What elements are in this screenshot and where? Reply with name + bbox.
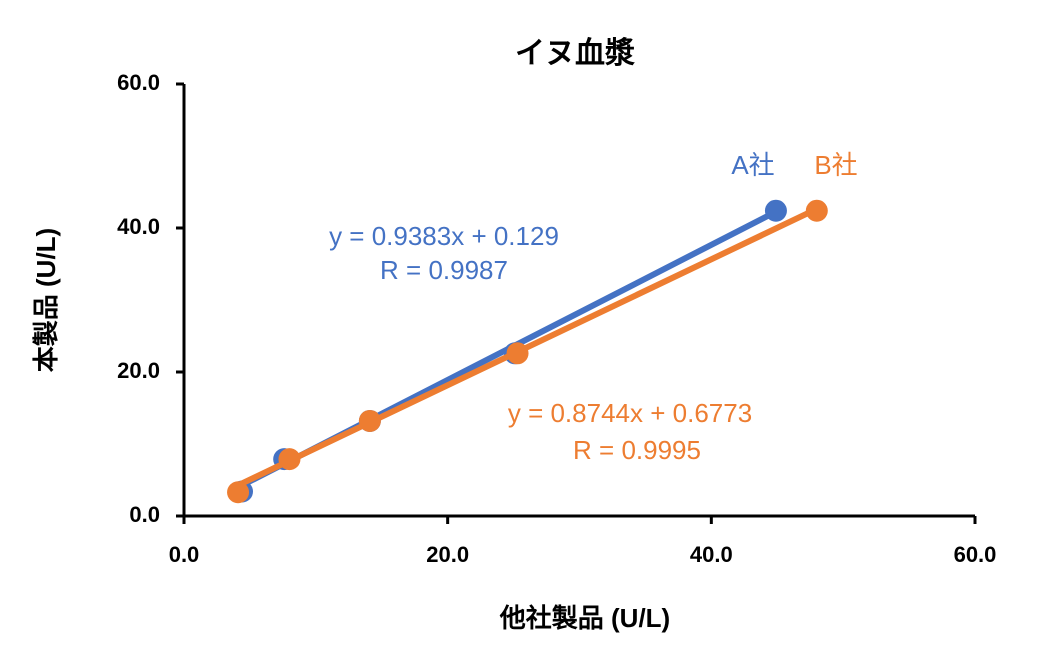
trend-equation: y = 0.9383x + 0.129 [329, 221, 559, 251]
y-tick-label: 0.0 [129, 502, 160, 527]
x-tick-label: 20.0 [426, 542, 469, 567]
x-tick-label: 40.0 [690, 542, 733, 567]
x-tick-label: 60.0 [954, 542, 997, 567]
y-axis-label: 本製品 (U/L) [31, 228, 61, 372]
series-label: B社 [814, 150, 857, 180]
trend-r: R = 0.9995 [573, 435, 701, 465]
trend-equation: y = 0.8744x + 0.6773 [508, 398, 752, 428]
y-tick-label: 20.0 [117, 358, 160, 383]
point [506, 342, 529, 365]
chart-title: イヌ血漿 [515, 37, 635, 70]
point [764, 199, 787, 222]
x-axis-label: 他社製品 (U/L) [499, 603, 670, 633]
point [358, 409, 381, 432]
y-tick-label: 60.0 [117, 70, 160, 95]
point [805, 199, 828, 222]
x-tick-label: 0.0 [169, 542, 200, 567]
y-tick-label: 40.0 [117, 214, 160, 239]
series-label: A社 [731, 150, 774, 180]
point [227, 481, 250, 504]
point [278, 448, 301, 471]
trendline [235, 205, 820, 489]
trend-r: R = 0.9987 [380, 255, 508, 285]
